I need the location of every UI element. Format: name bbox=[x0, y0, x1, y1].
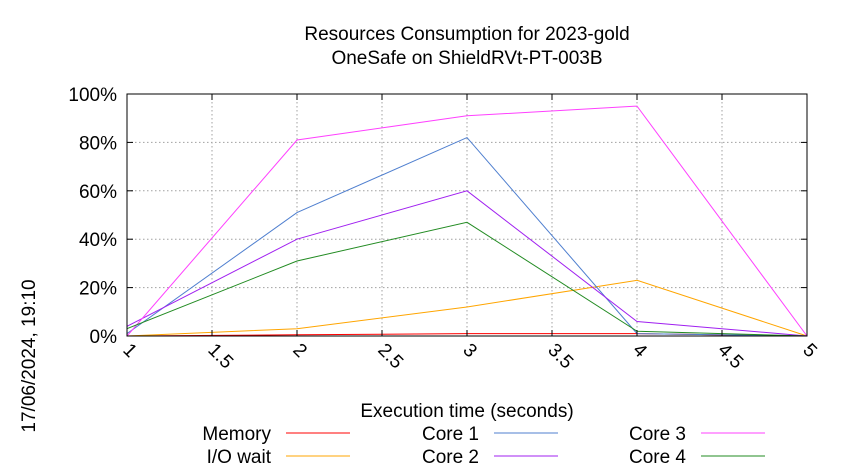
chart-title-line-2: OneSafe on ShieldRVt-PT-003B bbox=[331, 48, 602, 69]
x-tick-label: 3 bbox=[458, 340, 480, 362]
chart-title-line-1: Resources Consumption for 2023-gold bbox=[304, 24, 629, 45]
x-tick-label: 2.5 bbox=[373, 340, 407, 374]
x-tick-label: 4 bbox=[628, 340, 651, 363]
x-tick-label: 3.5 bbox=[543, 340, 577, 374]
axis-ticks: 0% 20% 40% 60% 80% 100% 1 1.5 2 2.5 3 3.5 4 4.5 5 bbox=[68, 85, 820, 373]
y-tick-label: 60% bbox=[79, 182, 117, 203]
legend-label: Core 1 bbox=[422, 424, 479, 445]
x-tick-label: 4.5 bbox=[713, 340, 747, 374]
grid bbox=[127, 94, 807, 336]
x-tick-label: 2 bbox=[288, 340, 310, 362]
legend-label: Core 4 bbox=[629, 447, 686, 468]
legend-label: I/O wait bbox=[207, 447, 272, 468]
y-tick-label: 100% bbox=[68, 85, 117, 106]
series-line-core-2 bbox=[126, 190, 808, 337]
legend-label: Core 3 bbox=[629, 424, 686, 445]
y-tick-label: 20% bbox=[79, 279, 117, 300]
x-tick-label: 5 bbox=[798, 340, 820, 362]
x-tick-label: 1 bbox=[118, 340, 140, 362]
x-tick-label: 1.5 bbox=[203, 340, 237, 374]
y-tick-label: 40% bbox=[79, 230, 117, 251]
timestamp-label: 17/06/2024, 19:10 bbox=[19, 279, 40, 432]
x-axis-label: Execution time (seconds) bbox=[360, 401, 573, 422]
series-line-core-3 bbox=[126, 105, 808, 337]
series-line-i-o-wait bbox=[126, 279, 808, 337]
series-line-core-4 bbox=[126, 221, 808, 337]
y-tick-label: 0% bbox=[90, 327, 118, 348]
series-lines bbox=[126, 105, 808, 337]
legend-label: Memory bbox=[202, 424, 271, 445]
y-tick-label: 80% bbox=[79, 133, 117, 154]
legend-label: Core 2 bbox=[422, 447, 479, 468]
series-line-core-1 bbox=[126, 136, 808, 337]
